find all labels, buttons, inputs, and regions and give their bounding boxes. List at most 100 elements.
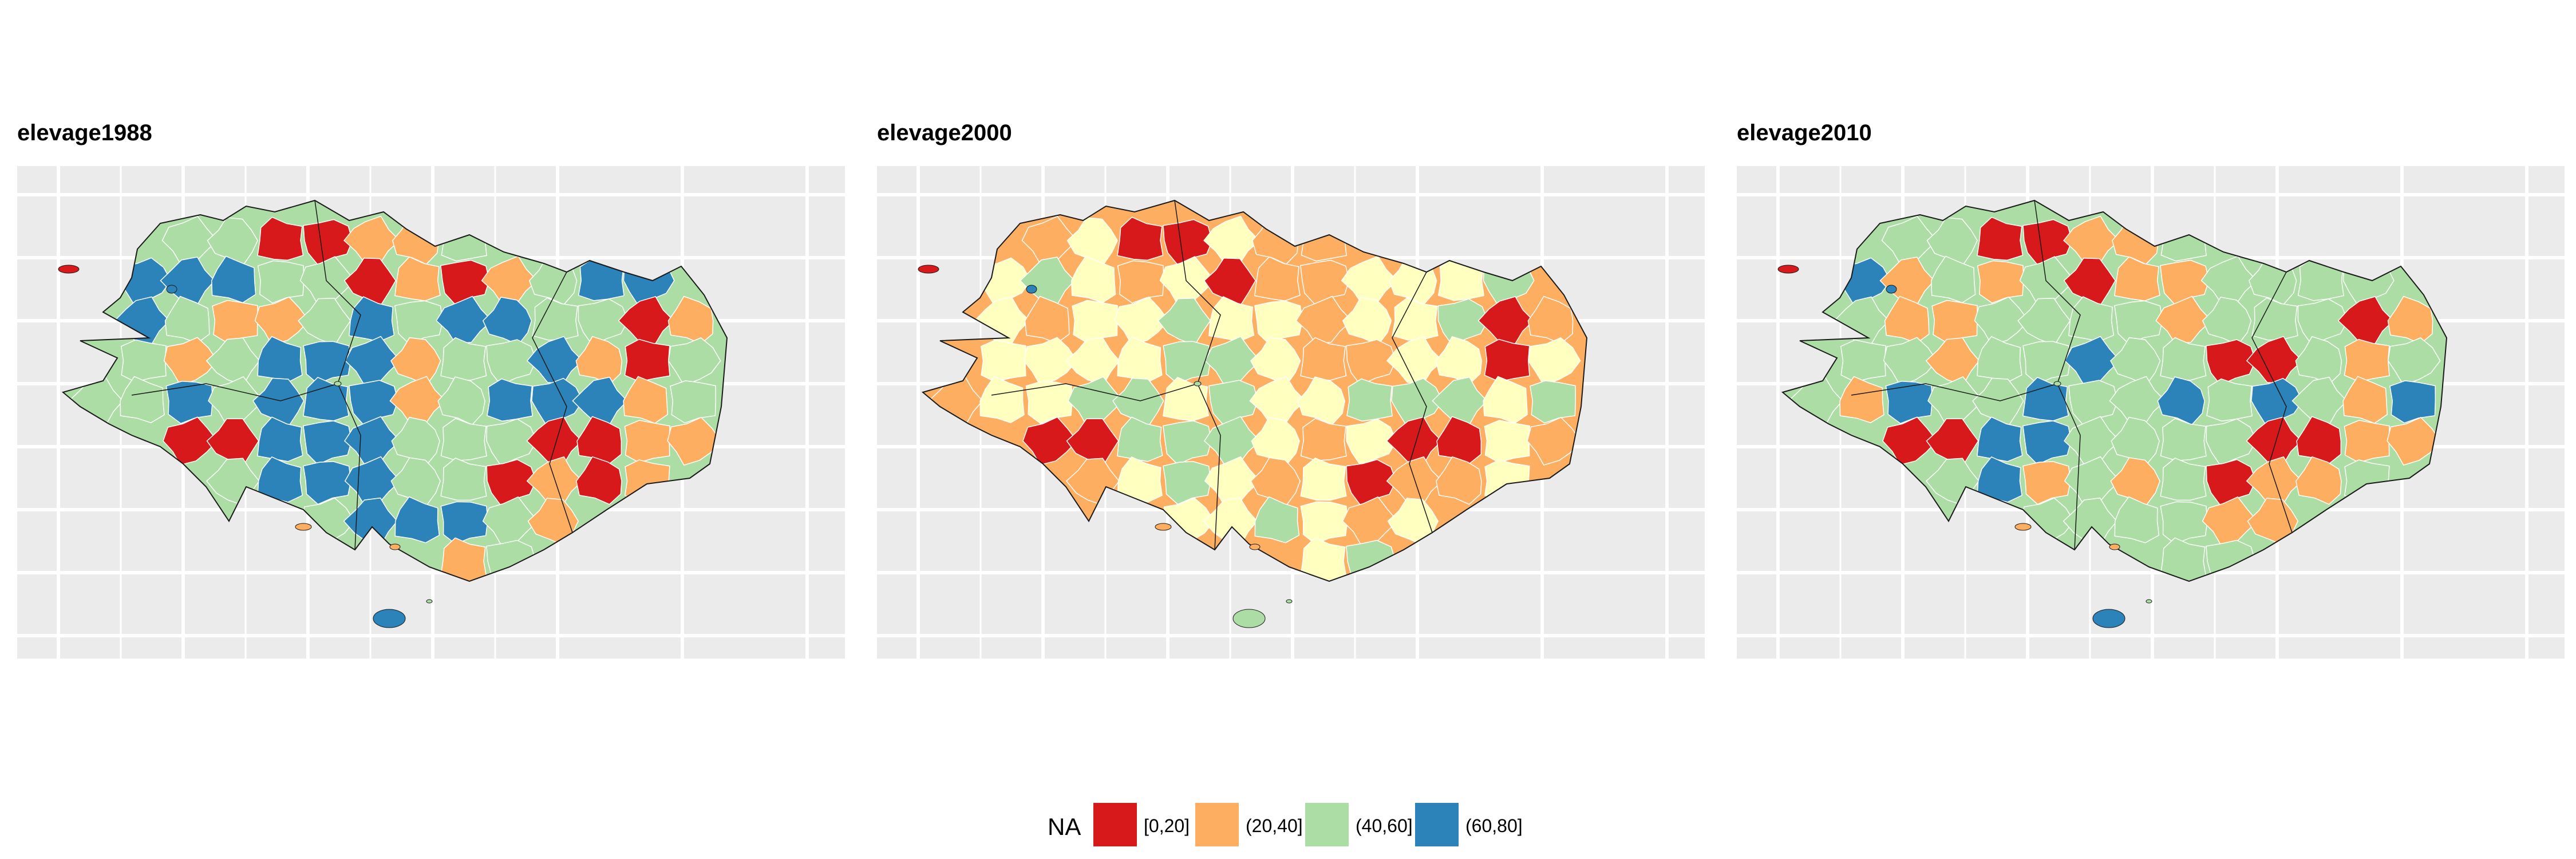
department-border xyxy=(2251,271,2293,533)
commune-zone xyxy=(206,418,259,466)
commune-zone xyxy=(2251,297,2298,341)
commune-zone xyxy=(1977,336,2022,383)
commune-zone xyxy=(575,456,622,505)
commune-zone xyxy=(440,501,488,545)
commune-zone xyxy=(1840,339,1886,383)
commune-zone xyxy=(1117,456,1163,503)
island xyxy=(426,599,433,604)
island xyxy=(2053,381,2061,387)
commune-zone xyxy=(2160,417,2207,462)
commune-zone xyxy=(299,256,355,305)
commune-zone xyxy=(1254,300,1303,345)
commune-zone xyxy=(2202,496,2258,545)
commune-zone xyxy=(120,339,167,383)
island xyxy=(166,285,177,294)
commune-zone xyxy=(1254,256,1301,302)
map-panel-2000: elevage2000 xyxy=(877,120,1705,659)
commune-zone xyxy=(1839,376,1884,424)
commune-zone xyxy=(349,296,395,342)
panel-title: elevage2000 xyxy=(877,120,1012,145)
legend-label: (40,60] xyxy=(1356,815,1413,836)
commune-zone xyxy=(1483,376,1528,424)
commune-zone xyxy=(1882,416,1938,466)
commune-zone xyxy=(1530,380,1577,424)
commune-zone xyxy=(394,496,440,543)
department-border xyxy=(532,271,573,533)
commune-zone xyxy=(1392,297,1439,341)
commune-zone xyxy=(1203,215,1261,264)
commune-zone xyxy=(624,420,670,463)
commune-zone xyxy=(161,215,218,265)
commune-zone xyxy=(1484,420,1530,463)
commune-zone xyxy=(394,300,444,345)
commune-zone xyxy=(165,381,214,424)
commune-zone xyxy=(2295,336,2342,385)
island xyxy=(2014,523,2032,531)
commune-zone xyxy=(303,420,352,466)
island xyxy=(918,265,939,274)
commune-zone xyxy=(1977,456,2022,503)
commune-zone xyxy=(211,255,256,304)
commune-zone xyxy=(572,376,628,425)
commune-zone xyxy=(303,461,351,505)
commune-zone xyxy=(440,417,487,462)
commune-zone xyxy=(208,376,264,425)
commune-zone xyxy=(1883,337,1938,386)
commune-zone xyxy=(1251,416,1300,466)
commune-zone xyxy=(2114,300,2163,345)
commune-zone xyxy=(257,260,305,304)
commune-zone xyxy=(1391,377,1444,426)
island xyxy=(334,381,342,387)
commune-zones xyxy=(63,200,727,581)
legend-key-0-20 xyxy=(1093,803,1137,846)
commune-zone xyxy=(2206,339,2257,386)
commune-zone xyxy=(667,295,714,345)
island xyxy=(1026,285,1037,294)
commune-zone xyxy=(1881,215,1938,265)
commune-zone xyxy=(1300,337,1347,381)
commune-zone xyxy=(487,378,533,422)
commune-zone xyxy=(2114,496,2160,543)
panel-title: elevage2010 xyxy=(1737,120,1872,145)
commune-zone xyxy=(2019,256,2075,305)
commune-zone xyxy=(2114,256,2160,302)
commune-zone xyxy=(212,300,258,344)
commune-zone xyxy=(343,257,397,306)
island xyxy=(1286,599,1293,604)
commune-zone xyxy=(2160,337,2207,381)
commune-zone xyxy=(624,338,670,383)
commune-zone xyxy=(2342,376,2388,424)
legend-key-40-60 xyxy=(1305,803,1349,846)
commune-zone xyxy=(1112,377,1164,426)
commune-zone xyxy=(2063,257,2116,306)
commune-zone xyxy=(1432,376,1488,425)
map-canvas-2010 xyxy=(1737,166,2565,659)
commune-zone xyxy=(1527,337,1581,386)
commune-zone xyxy=(1437,298,1488,346)
commune-zone xyxy=(2202,297,2252,346)
commune-zone xyxy=(667,417,722,466)
legend-label: [0,20] xyxy=(1144,815,1190,836)
commune-zone xyxy=(1300,501,1348,545)
commune-zone xyxy=(1931,300,1978,344)
island xyxy=(1777,265,1799,274)
department-borders xyxy=(991,200,1433,550)
commune-zone xyxy=(1163,420,1212,466)
commune-zone xyxy=(440,337,487,381)
commune-zone xyxy=(2109,376,2166,424)
commune-zone xyxy=(2068,296,2115,342)
commune-zone xyxy=(257,336,303,383)
commune-zone xyxy=(1341,255,1398,304)
commune-zone xyxy=(1386,336,1443,384)
department-borders xyxy=(131,200,573,550)
commune-zone xyxy=(2344,338,2390,383)
commune-zone xyxy=(1926,418,1979,466)
commune-zone xyxy=(257,216,304,261)
commune-zone xyxy=(120,376,165,424)
commune-zone xyxy=(1159,256,1215,305)
commune-zone xyxy=(486,418,538,466)
map-canvas-1988 xyxy=(17,166,845,659)
commune-zone xyxy=(486,459,537,506)
map-panel-1988: elevage1988 xyxy=(17,120,845,659)
commune-zone xyxy=(1977,260,2024,304)
